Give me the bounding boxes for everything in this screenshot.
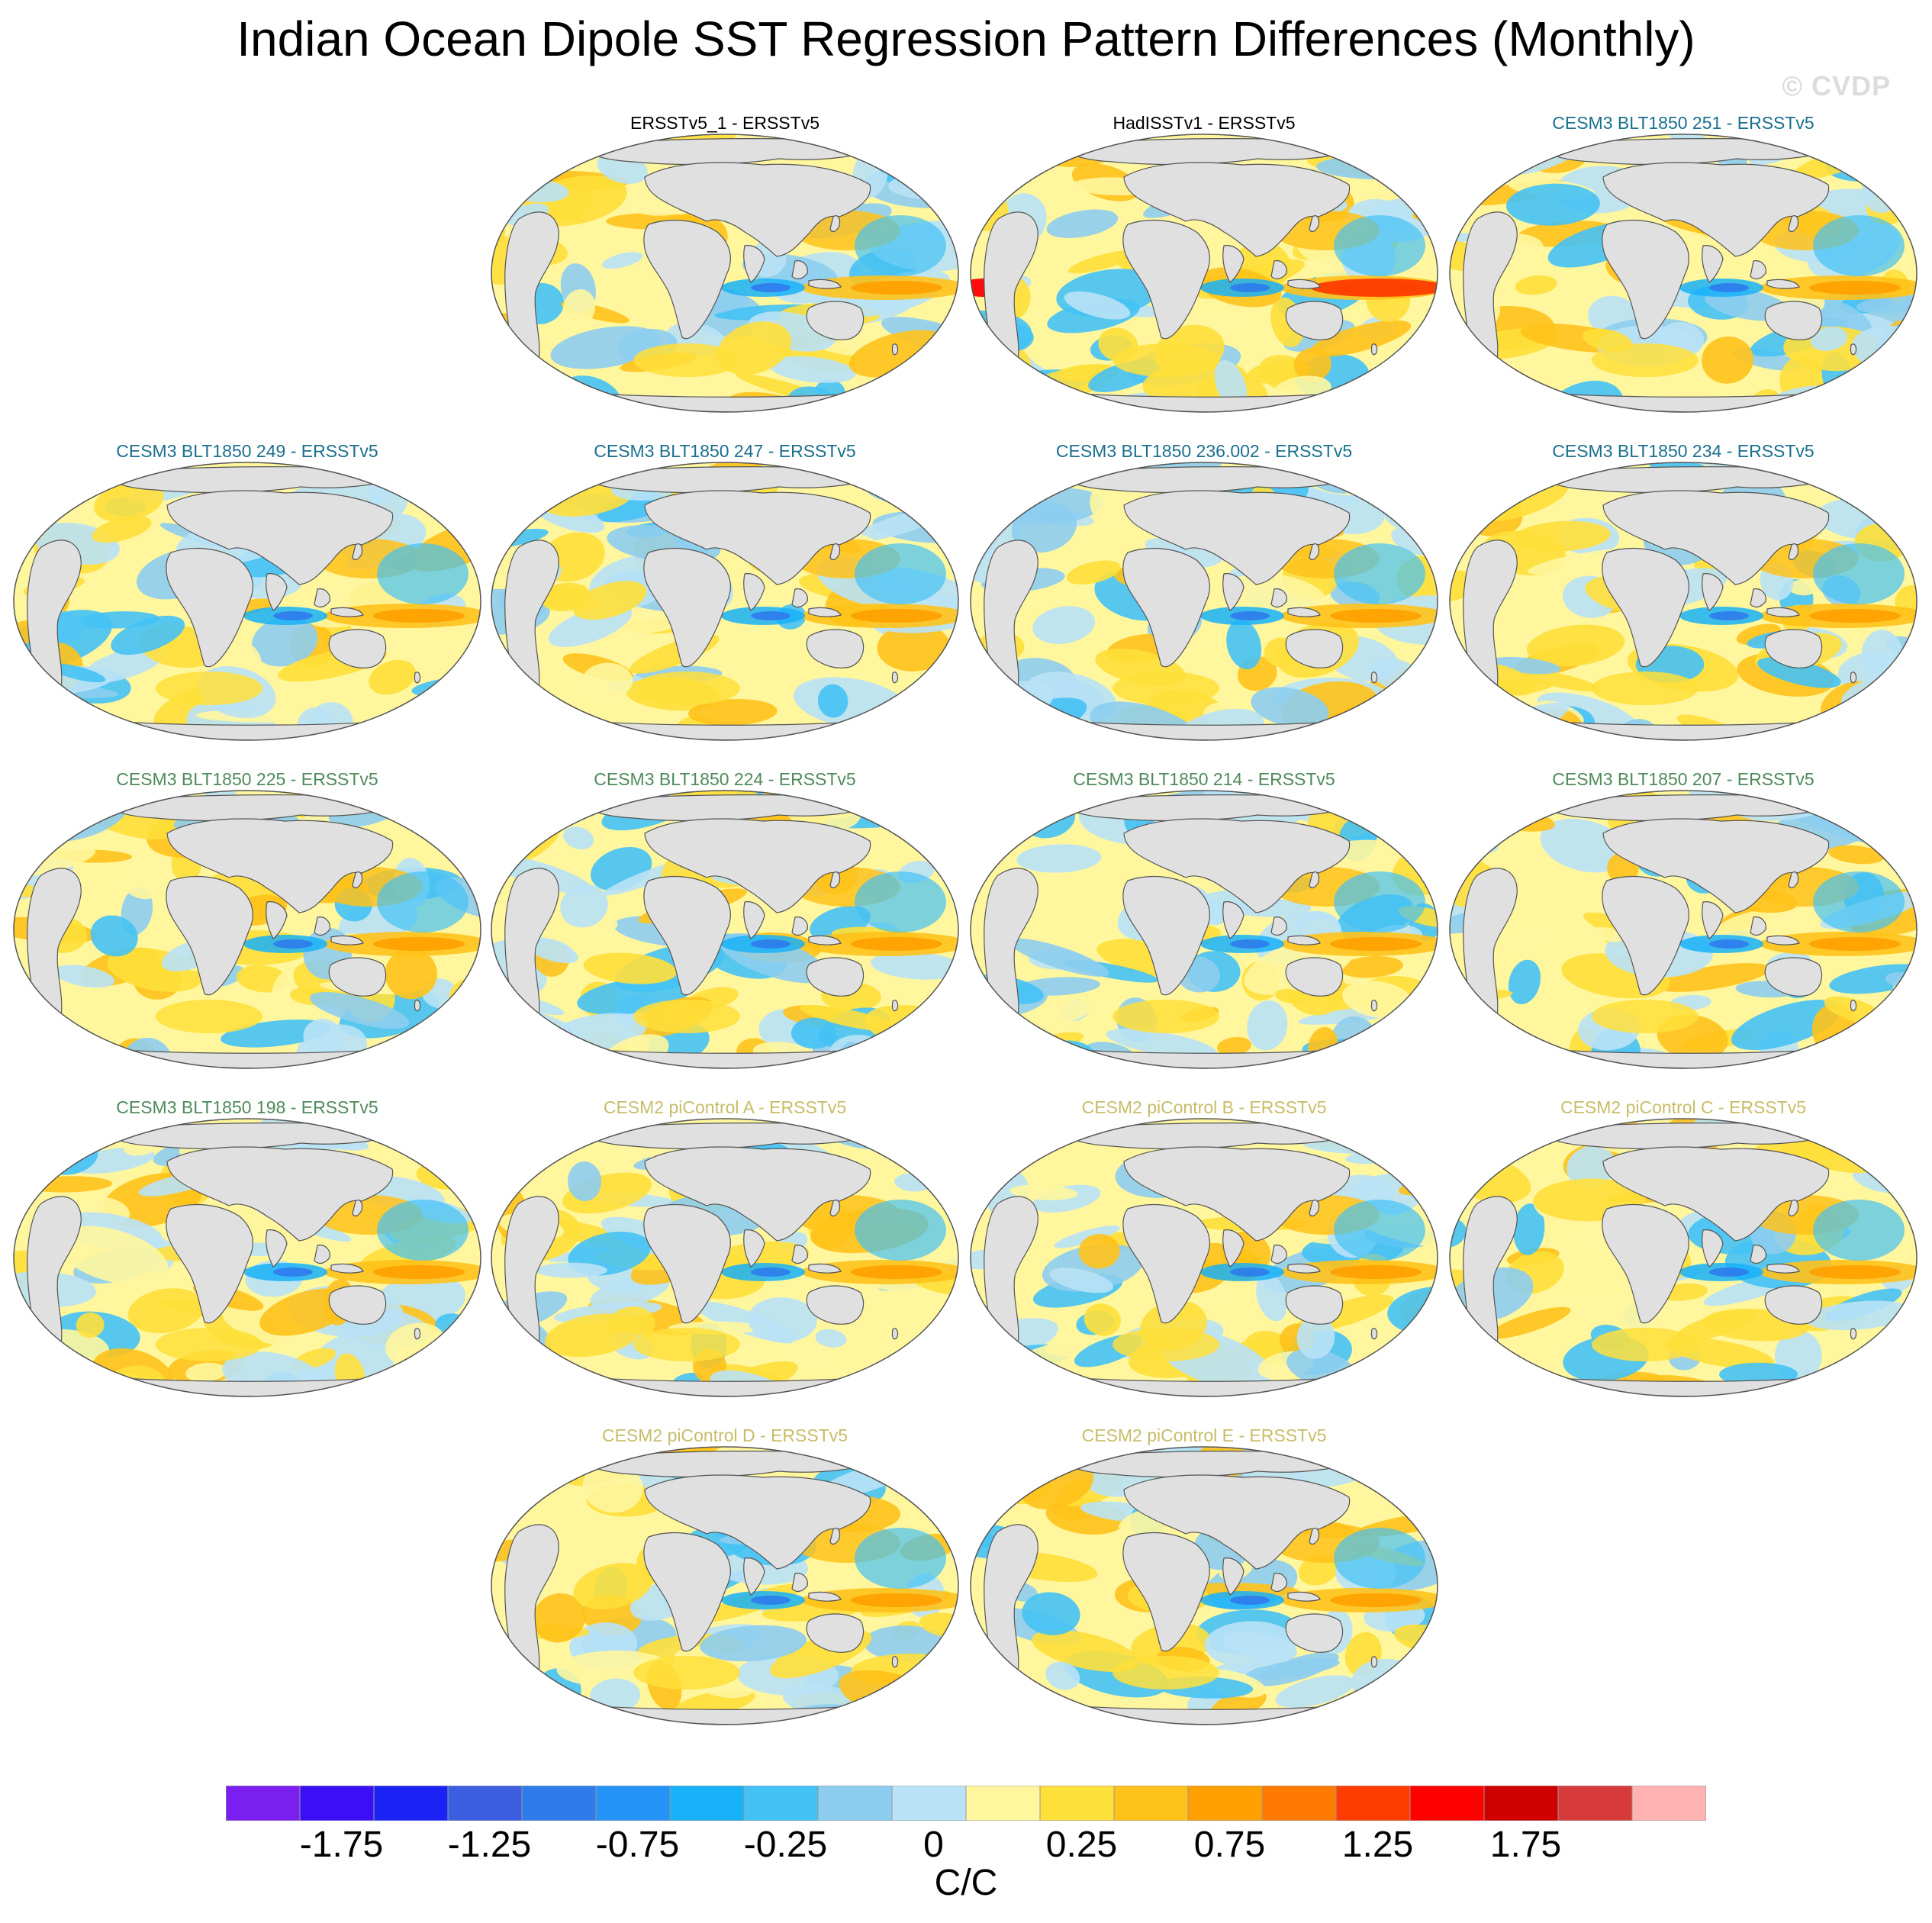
colorbar-tick-label: 0.25: [1045, 1825, 1118, 1865]
sst-difference-map: [1449, 790, 1918, 1069]
colorbar-swatch: [299, 1786, 375, 1821]
map-panel: CESM2 piControl A - ERSSTv5: [488, 1097, 961, 1403]
colorbar-swatch: [521, 1786, 597, 1821]
panel-title: CESM2 piControl A - ERSSTv5: [603, 1097, 847, 1117]
colorbar-tick-label: 0: [923, 1825, 944, 1865]
colorbar-tick-label: -0.75: [595, 1825, 680, 1865]
panel-title: CESM2 piControl B - ERSSTv5: [1081, 1097, 1327, 1117]
colorbar-swatch: [373, 1786, 449, 1821]
map-panel: CESM3 BLT1850 225 - ERSSTv5: [11, 769, 484, 1074]
map-panel: CESM2 piControl E - ERSSTv5: [968, 1425, 1441, 1731]
sst-difference-map: [491, 1446, 959, 1725]
colorbar-swatch: [1483, 1786, 1559, 1821]
colorbar-swatch: [891, 1786, 967, 1821]
cvdp-watermark: © CVDP: [1782, 70, 1891, 101]
sst-difference-map: [970, 462, 1438, 741]
colorbar-swatch: [817, 1786, 893, 1821]
sst-difference-map: [1449, 462, 1918, 741]
map-panel: CESM3 BLT1850 214 - ERSSTv5: [968, 769, 1441, 1074]
map-panel: CESM3 BLT1850 224 - ERSSTv5: [488, 769, 961, 1074]
panel-title: CESM3 BLT1850 207 - ERSSTv5: [1552, 769, 1814, 789]
panel-title: CESM3 BLT1850 225 - ERSSTv5: [116, 769, 378, 789]
map-panel: CESM3 BLT1850 251 - ERSSTv5: [1447, 113, 1920, 418]
sst-difference-map: [970, 1446, 1438, 1725]
figure-title: Indian Ocean Dipole SST Regression Patte…: [237, 11, 1695, 66]
colorbar-tick-label: 0.75: [1193, 1825, 1266, 1865]
panel-title: CESM3 BLT1850 234 - ERSSTv5: [1552, 441, 1814, 461]
sst-difference-map: [491, 1118, 959, 1397]
colorbar-tick-labels: -1.75 -1.25 -0.75 -0.25 0 0.25 0.75 1.25 1.75: [0, 1824, 1932, 1870]
colorbar-tick-label: -1.25: [447, 1825, 532, 1865]
map-panel: CESM3 BLT1850 249 - ERSSTv5: [11, 441, 484, 746]
sst-difference-map: [970, 790, 1438, 1069]
colorbar-swatch: [743, 1786, 819, 1821]
panel-title: CESM3 BLT1850 236.002 - ERSSTv5: [1055, 441, 1353, 461]
sst-difference-map: [491, 134, 959, 413]
sst-difference-map: [13, 790, 481, 1069]
colorbar-tick-label: -1.75: [299, 1825, 384, 1865]
panel-title: CESM2 piControl E - ERSSTv5: [1081, 1425, 1327, 1445]
sst-difference-map: [1449, 134, 1918, 413]
colorbar-swatch: [226, 1786, 301, 1821]
colorbar-tick-label: 1.75: [1489, 1825, 1562, 1865]
panel-title: CESM3 BLT1850 224 - ERSSTv5: [594, 769, 856, 789]
colorbar: [226, 1786, 1706, 1821]
colorbar-swatch: [1631, 1786, 1706, 1821]
colorbar-swatch: [1039, 1786, 1115, 1821]
colorbar-swatch: [1113, 1786, 1189, 1821]
map-panel: CESM2 piControl B - ERSSTv5: [968, 1097, 1441, 1403]
panel-title: CESM3 BLT1850 249 - ERSSTv5: [116, 441, 378, 461]
panel-title: HadISSTv1 - ERSSTv5: [1113, 113, 1296, 133]
panel-title: CESM2 piControl C - ERSSTv5: [1560, 1097, 1807, 1117]
map-panel: CESM2 piControl D - ERSSTv5: [488, 1425, 961, 1731]
map-panel: CESM3 BLT1850 236.002 - ERSSTv5: [968, 441, 1441, 746]
colorbar-swatch: [1187, 1786, 1263, 1821]
colorbar-tick-label: 1.25: [1341, 1825, 1414, 1865]
map-panel: CESM3 BLT1850 207 - ERSSTv5: [1447, 769, 1920, 1074]
map-panel: CESM3 BLT1850 234 - ERSSTv5: [1447, 441, 1920, 746]
panel-title: CESM2 piControl D - ERSSTv5: [601, 1425, 848, 1445]
colorbar-swatch: [595, 1786, 671, 1821]
map-panel: CESM2 piControl C - ERSSTv5: [1447, 1097, 1920, 1403]
colorbar-swatch: [1261, 1786, 1337, 1821]
colorbar-tick-label: -0.25: [743, 1825, 828, 1865]
colorbar-swatch: [1409, 1786, 1485, 1821]
sst-difference-map: [970, 134, 1438, 413]
sst-difference-map: [1449, 1118, 1918, 1397]
sst-difference-map: [970, 1118, 1438, 1397]
colorbar-swatch: [669, 1786, 745, 1821]
sst-difference-map: [13, 1118, 481, 1397]
colorbar-swatch: [1557, 1786, 1633, 1821]
map-panel: CESM3 BLT1850 198 - ERSSTv5: [11, 1097, 484, 1403]
panel-title: CESM3 BLT1850 198 - ERSSTv5: [116, 1097, 378, 1117]
panel-title: ERSSTv5_1 - ERSSTv5: [630, 113, 819, 133]
map-panel: HadISSTv1 - ERSSTv5: [968, 113, 1441, 418]
colorbar-swatch: [965, 1786, 1041, 1821]
sst-difference-map: [491, 462, 959, 741]
colorbar-swatch: [447, 1786, 523, 1821]
colorbar-units: C/C: [934, 1863, 998, 1903]
panel-title: CESM3 BLT1850 251 - ERSSTv5: [1552, 113, 1814, 133]
sst-difference-map: [13, 462, 481, 741]
sst-difference-map: [491, 790, 959, 1069]
map-panel: ERSSTv5_1 - ERSSTv5: [488, 113, 961, 418]
colorbar-swatch: [1335, 1786, 1411, 1821]
panel-title: CESM3 BLT1850 247 - ERSSTv5: [594, 441, 856, 461]
map-panel: CESM3 BLT1850 247 - ERSSTv5: [488, 441, 961, 746]
panel-title: CESM3 BLT1850 214 - ERSSTv5: [1073, 769, 1335, 789]
